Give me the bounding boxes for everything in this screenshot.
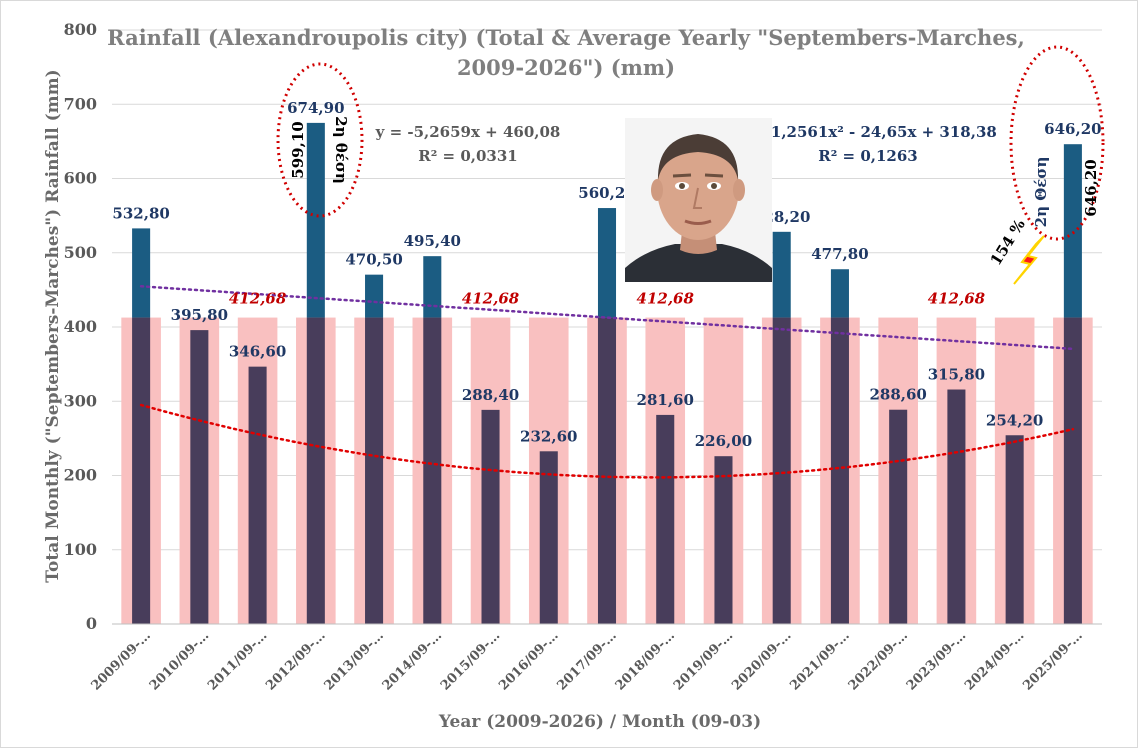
data-bar xyxy=(597,208,617,624)
data-bar xyxy=(423,256,442,624)
data-bar xyxy=(248,366,267,624)
data-bar xyxy=(365,274,384,624)
data-label: 532,80 xyxy=(112,204,169,222)
data-bar xyxy=(714,456,733,624)
average-label: 412,68 xyxy=(637,290,695,308)
data-bar xyxy=(190,330,209,624)
data-label: 477,80 xyxy=(811,245,868,263)
rank-2025-text: 2η Θέση xyxy=(1032,157,1050,228)
data-label: 288,60 xyxy=(869,386,926,404)
data-label: 232,60 xyxy=(520,427,577,445)
lightning-icon xyxy=(1013,235,1045,285)
data-label: 470,50 xyxy=(345,251,402,269)
data-bar xyxy=(772,231,791,624)
average-labels: 412,68 412,68 412,68 412,68 xyxy=(229,290,986,308)
portrait-photo xyxy=(625,118,772,282)
data-label: 674,90 xyxy=(287,99,344,117)
highlight-ellipse-2012 xyxy=(276,62,364,218)
data-bar xyxy=(1005,435,1024,624)
y-tick-label: 400 xyxy=(64,317,97,336)
chart-title-line2: 2009-2026") (mm) xyxy=(457,55,675,80)
rank-2012-text: 2η θέση xyxy=(332,116,350,184)
data-label: 495,40 xyxy=(404,232,461,250)
poly-trend-r2: R² = 0,1263 xyxy=(818,147,917,165)
data-label: 281,60 xyxy=(637,391,694,409)
data-label: 254,20 xyxy=(986,411,1043,429)
y-tick-label: 500 xyxy=(64,243,97,262)
average-label: 412,68 xyxy=(928,290,986,308)
data-label: 560,20 xyxy=(578,184,635,202)
y-tick-label: 200 xyxy=(64,466,97,485)
y-axis-title: Total Monthly ("Septembers-Marches") Rai… xyxy=(43,69,63,582)
y-tick-label: 600 xyxy=(64,169,97,188)
linear-trendline xyxy=(139,285,1075,351)
linear-trend-r2: R² = 0,0331 xyxy=(418,147,517,165)
average-label: 412,68 xyxy=(229,290,287,308)
poly-trend-equation: y = 1,2561x² - 24,65x + 318,38 xyxy=(738,123,997,141)
data-bars xyxy=(132,122,1082,624)
y-tick-label: 700 xyxy=(64,94,97,113)
y-tick-label: 300 xyxy=(64,391,97,410)
highlight-ellipse-2025 xyxy=(1009,45,1105,241)
data-bar xyxy=(830,269,849,624)
data-bar xyxy=(132,228,151,624)
average-label: 412,68 xyxy=(462,290,520,308)
data-label: 226,00 xyxy=(695,432,752,450)
y-tick-label: 0 xyxy=(86,614,97,633)
data-label: 288,40 xyxy=(462,386,519,404)
data-bar xyxy=(1063,144,1082,624)
y-tick-label: 800 xyxy=(64,20,97,39)
y-tick-labels: 0 100 200 300 400 500 600 700 800 xyxy=(64,20,97,633)
data-bar xyxy=(947,389,966,624)
chart-title-line1: Rainfall (Alexandroupolis city) (Total &… xyxy=(107,25,1025,50)
data-label: 315,80 xyxy=(928,366,985,384)
y-tick-label: 100 xyxy=(64,540,97,559)
data-label: 395,80 xyxy=(171,306,228,324)
data-bar xyxy=(481,409,500,624)
data-bar xyxy=(306,122,325,624)
linear-trend-equation: y = -5,2659x + 460,08 xyxy=(375,123,561,141)
data-bar xyxy=(656,414,675,624)
data-label: 346,60 xyxy=(229,343,286,361)
data-label: 646,20 xyxy=(1044,120,1101,138)
data-bar xyxy=(539,451,558,624)
data-bar xyxy=(889,409,908,624)
x-axis-title: Year (2009-2026) / Month (09-03) xyxy=(438,712,761,732)
trendlines xyxy=(139,285,1075,479)
rank-2025-value: 646,20 xyxy=(1082,159,1100,216)
rank-2012-value: 599,10 xyxy=(289,121,307,178)
